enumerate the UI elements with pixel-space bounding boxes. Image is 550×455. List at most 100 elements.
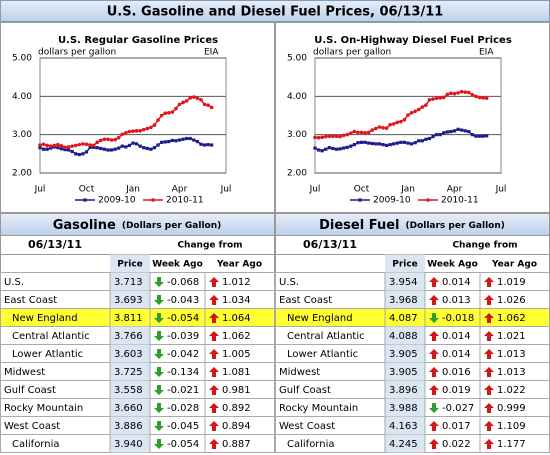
price-cell-bg (385, 416, 425, 435)
price: 4.087 (389, 313, 418, 324)
point (420, 105, 425, 109)
change-value: 0.014 (442, 331, 471, 342)
annotation: EIA (479, 48, 494, 58)
change-value: 1.034 (222, 295, 251, 306)
point (388, 143, 392, 147)
point (199, 97, 203, 102)
table-subtitle: (Dollars per Gallon) (122, 221, 221, 231)
point (41, 142, 46, 147)
point (195, 96, 200, 101)
point (370, 141, 374, 146)
price: 3.988 (389, 403, 418, 414)
point (445, 92, 450, 97)
region: East Coast (279, 295, 332, 306)
point (184, 99, 189, 103)
change-arrow (154, 295, 164, 305)
column-header: Price (117, 260, 143, 270)
region: East Coast (4, 295, 57, 306)
point (156, 143, 160, 147)
change-arrow (484, 313, 494, 323)
point (199, 142, 203, 146)
point (174, 139, 178, 143)
price: 3.713 (114, 277, 143, 288)
change-value: 1.012 (222, 277, 251, 288)
change-arrow (484, 421, 494, 431)
change-value: 0.014 (442, 349, 471, 360)
point (424, 137, 428, 141)
point (192, 138, 196, 142)
point (477, 134, 482, 138)
point (374, 126, 378, 131)
point (92, 145, 96, 149)
region: Rocky Mountain (4, 403, 83, 414)
column-header: Week Ago (152, 260, 203, 270)
change-arrow (209, 331, 219, 341)
point (370, 128, 375, 132)
point (441, 95, 446, 100)
price: 3.725 (114, 367, 143, 378)
price-cell-bg (385, 434, 425, 453)
point (77, 142, 82, 147)
point (138, 129, 142, 133)
point (56, 146, 60, 150)
point (449, 130, 453, 134)
point (313, 135, 317, 140)
price: 3.954 (389, 277, 418, 288)
point (124, 130, 128, 135)
x-tick-label: Jul (34, 185, 46, 195)
point (467, 90, 471, 95)
point (384, 143, 389, 147)
point (38, 146, 42, 150)
point (77, 153, 81, 157)
point (145, 126, 150, 131)
change-arrow (154, 367, 164, 377)
point (202, 102, 207, 107)
change-arrow (209, 313, 219, 323)
region: Gulf Coast (279, 385, 331, 396)
change-arrow (429, 439, 439, 449)
legend-marker (426, 198, 430, 202)
price: 4.245 (389, 439, 418, 450)
point (91, 143, 96, 148)
region: California (12, 439, 60, 450)
point (409, 111, 414, 115)
point (474, 134, 478, 138)
point (167, 139, 171, 144)
point (174, 106, 178, 111)
price-cell-bg (385, 362, 425, 381)
point (367, 141, 371, 145)
y-tick-label: 3.00 (287, 130, 307, 140)
price: 3.660 (114, 403, 143, 414)
point (352, 143, 356, 147)
region: New England (287, 313, 353, 324)
change-arrow (429, 385, 439, 395)
table-title: Diesel Fuel (Dollars per Gallon) (319, 218, 505, 233)
change-value: 1.062 (497, 313, 526, 324)
point (109, 148, 114, 152)
change-arrow (429, 367, 439, 377)
price: 3.811 (114, 313, 143, 324)
point (195, 139, 199, 144)
price: 3.905 (389, 367, 418, 378)
legend-marker (83, 198, 87, 202)
change-arrow (429, 403, 439, 413)
point (477, 95, 482, 100)
point (481, 96, 485, 100)
point (134, 129, 139, 133)
point (384, 126, 389, 130)
date: 06/13/11 (28, 238, 82, 251)
point (159, 113, 164, 118)
point (81, 142, 85, 146)
legend-label: 2010-11 (441, 196, 479, 206)
point (338, 134, 342, 139)
column-header: Year Ago (491, 260, 537, 270)
point (402, 117, 407, 122)
change-arrow (429, 295, 439, 305)
change-arrow (209, 403, 219, 413)
point (185, 136, 189, 141)
change-value: 0.019 (442, 385, 471, 396)
point (402, 140, 407, 144)
change-arrow (209, 367, 219, 377)
point (120, 132, 125, 137)
region: Gulf Coast (4, 385, 56, 396)
